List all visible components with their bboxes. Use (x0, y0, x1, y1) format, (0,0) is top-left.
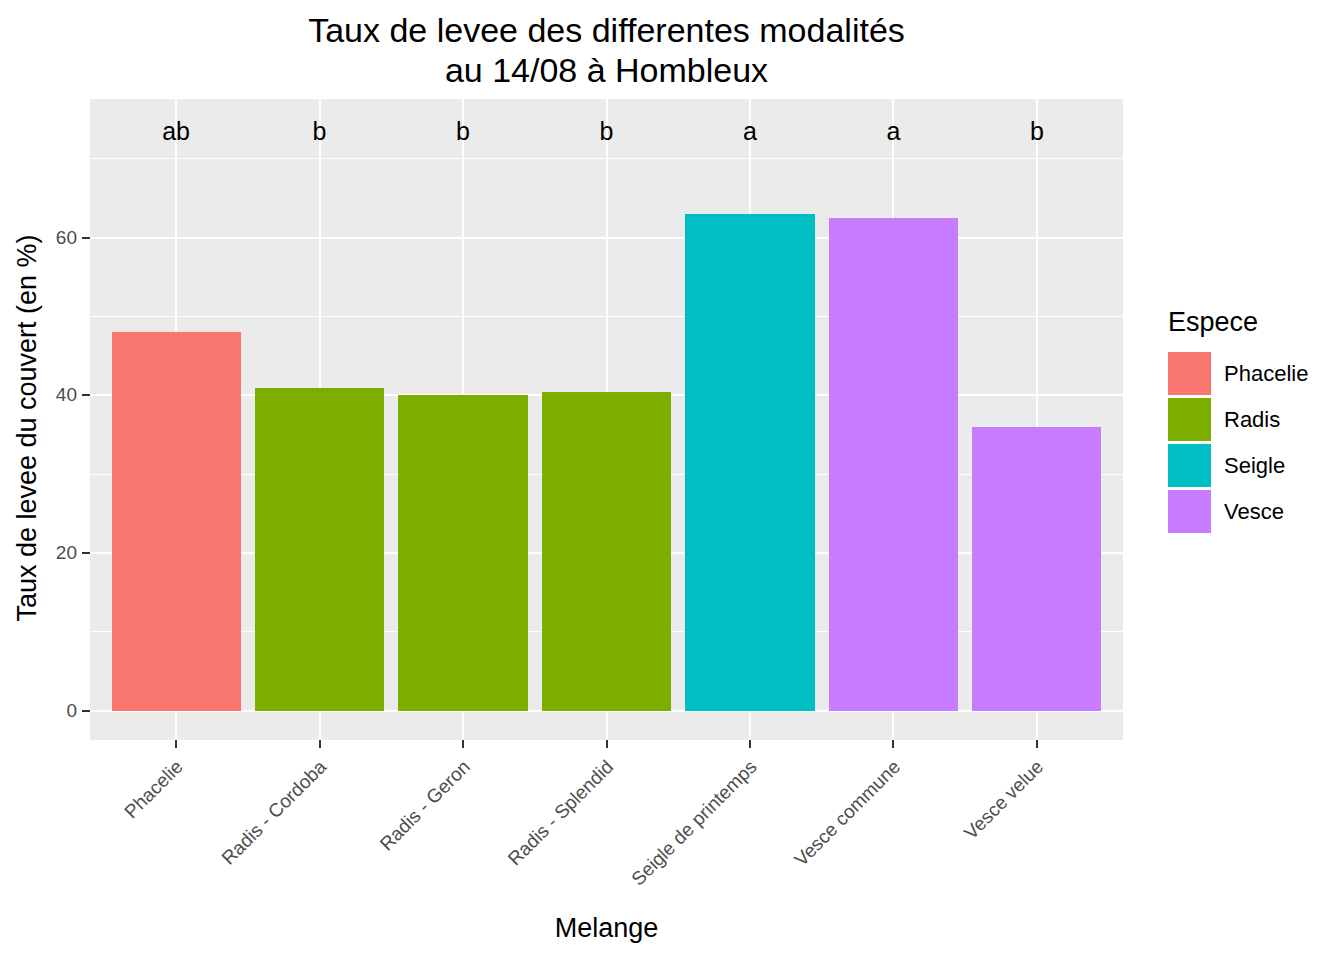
x-tick-mark-radis-cordoba (319, 740, 321, 748)
significance-letter-seigle-de-printemps: a (743, 117, 757, 146)
chart-title-line2: au 14/08 à Hombleux (90, 50, 1123, 90)
legend-label-phacelie: Phacelie (1224, 361, 1308, 387)
legend-items: Phacelie Radis Seigle Vesce (1168, 352, 1308, 533)
x-tick-label-radis-cordoba: Radis - Cordoba (218, 756, 331, 869)
y-tick-label-60: 60 (56, 227, 77, 249)
bar-chart-figure: Taux de levee des differentes modalités … (0, 0, 1344, 960)
x-tick-mark-phacelie (175, 740, 177, 748)
x-tick-label-vesce-velue: Vesce velue (960, 756, 1048, 844)
bar-radis-cordoba (255, 388, 384, 711)
x-tick-label-radis-splendid: Radis - Splendid (504, 756, 618, 870)
x-tick-mark-radis-geron (462, 740, 464, 748)
legend-item-radis: Radis (1168, 398, 1308, 441)
y-tick-mark-40 (82, 394, 90, 396)
bar-seigle-de-printemps (685, 214, 814, 711)
bar-phacelie (112, 332, 241, 710)
legend-label-seigle: Seigle (1224, 453, 1285, 479)
x-tick-mark-radis-splendid (606, 740, 608, 748)
significance-letter-radis-geron: b (456, 117, 470, 146)
x-tick-mark-seigle-de-printemps (749, 740, 751, 748)
x-tick-mark-vesce-commune (892, 740, 894, 748)
significance-letter-vesce-velue: b (1030, 117, 1044, 146)
legend-item-vesce: Vesce (1168, 490, 1308, 533)
bar-radis-geron (398, 395, 527, 710)
y-tick-mark-60 (82, 237, 90, 239)
x-axis-title: Melange (90, 913, 1123, 944)
y-tick-mark-0 (82, 710, 90, 712)
y-tick-mark-20 (82, 552, 90, 554)
significance-letter-phacelie: ab (162, 117, 190, 146)
y-tick-label-40: 40 (56, 384, 77, 406)
legend-label-vesce: Vesce (1224, 499, 1284, 525)
x-tick-mark-vesce-velue (1036, 740, 1038, 748)
bar-vesce-commune (829, 218, 958, 711)
y-tick-label-20: 20 (56, 542, 77, 564)
x-tick-label-radis-geron: Radis - Geron (375, 756, 474, 855)
legend-key-seigle (1168, 444, 1211, 487)
legend-key-radis (1168, 398, 1211, 441)
x-tick-label-phacelie: Phacelie (121, 756, 188, 823)
plot-panel (90, 99, 1123, 740)
legend-title: Espece (1168, 307, 1308, 338)
x-tick-label-vesce-commune: Vesce commune (790, 756, 905, 871)
chart-title-line1: Taux de levee des differentes modalités (90, 10, 1123, 50)
significance-letter-radis-splendid: b (600, 117, 614, 146)
chart-title: Taux de levee des differentes modalités … (90, 10, 1123, 90)
legend-key-vesce (1168, 490, 1211, 533)
bar-vesce-velue (972, 427, 1101, 711)
legend-item-phacelie: Phacelie (1168, 352, 1308, 395)
y-tick-label-0: 0 (66, 700, 77, 722)
significance-letter-vesce-commune: a (886, 117, 900, 146)
legend-key-phacelie (1168, 352, 1211, 395)
bar-radis-splendid (542, 392, 671, 711)
legend-label-radis: Radis (1224, 407, 1280, 433)
legend: Espece Phacelie Radis Seigle Vesce (1168, 307, 1308, 536)
significance-letter-radis-cordoba: b (313, 117, 327, 146)
x-tick-label-seigle-de-printemps: Seigle de printemps (627, 756, 761, 890)
legend-item-seigle: Seigle (1168, 444, 1308, 487)
y-axis-title: Taux de levee du couvert (en %) (12, 234, 43, 621)
